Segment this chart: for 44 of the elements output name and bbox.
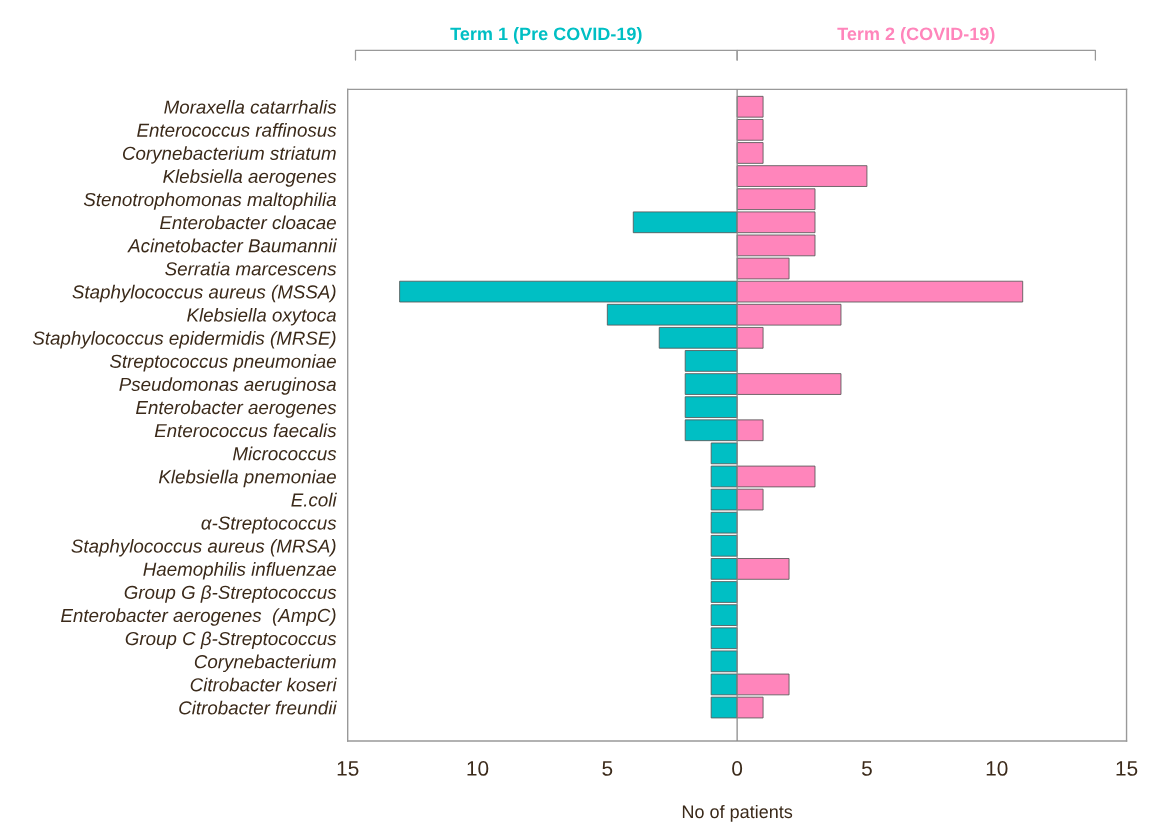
- y-tick-label: Group G β-Streptococcus: [124, 585, 337, 603]
- y-tick-label: Klebsiella aerogenes: [163, 169, 337, 187]
- y-tick-label: Enterobacter aerogenes (AmpC): [61, 608, 336, 626]
- x-tick-label: 0: [732, 761, 743, 776]
- y-tick-label: Micrococcus: [232, 446, 337, 461]
- y-tick-label: Enterobacter aerogenes: [136, 400, 337, 418]
- y-tick-label: Staphylococcus epidermidis (MRSE): [32, 331, 336, 349]
- y-tick-label: Klebsiella pnemoniae: [158, 469, 336, 488]
- y-tick-label: Stenotrophomonas maltophilia: [83, 192, 336, 210]
- y-tick-label: α-Streptococcus: [201, 516, 337, 534]
- bar: [736, 558, 790, 580]
- y-tick-label: Corynebacterium striatum: [122, 146, 336, 164]
- x-axis-title: No of patients: [682, 804, 793, 822]
- y-tick-label: Serratia marcescens: [165, 261, 337, 276]
- x-tick-label: 5: [861, 761, 872, 776]
- text: Term 2 (COVID-19): [837, 26, 995, 44]
- y-tick-label: Staphylococcus aureus (MSSA): [72, 284, 336, 303]
- y-tick-label: Haemophilis influenzae: [143, 562, 336, 580]
- y-tick-label: Streptococcus pneumoniae: [109, 354, 336, 372]
- y-tick-label: Corynebacterium: [194, 654, 336, 673]
- x-tick-label: 10: [986, 761, 1008, 776]
- bar: [710, 696, 738, 719]
- y-tick-label: Citrobacter koseri: [190, 677, 338, 692]
- y-tick-label: Klebsiella oxytoca: [187, 307, 336, 326]
- bar: [736, 419, 764, 442]
- bar: [632, 211, 738, 234]
- bar: [736, 373, 842, 395]
- y-tick-label: Acinetobacter Baumannii: [127, 238, 338, 253]
- y-tick-label: Pseudomonas aeruginosa: [119, 377, 336, 395]
- x-tick-label: 5: [602, 761, 613, 776]
- y-tick-label: E.coli: [291, 492, 338, 507]
- y-tick-label: Group C β-Streptococcus: [125, 631, 337, 649]
- x-tick-label: 15: [337, 761, 359, 776]
- y-tick-label: Moraxella catarrhalis: [164, 99, 337, 114]
- x-tick-label: 15: [1116, 761, 1138, 776]
- x-tick-label: 10: [467, 761, 489, 776]
- y-tick-label: Citrobacter freundii: [179, 700, 338, 715]
- y-tick-label: Enterococcus faecalis: [154, 423, 337, 438]
- bar: [736, 696, 764, 719]
- y-tick-label: Enterobacter cloacae: [159, 215, 336, 230]
- bar: [736, 673, 790, 696]
- y-tick-label: Staphylococcus aureus (MRSA): [71, 539, 336, 557]
- text: Term 1 (Pre COVID-19): [450, 26, 642, 44]
- y-tick-label: Enterococcus raffinosus: [137, 123, 337, 137]
